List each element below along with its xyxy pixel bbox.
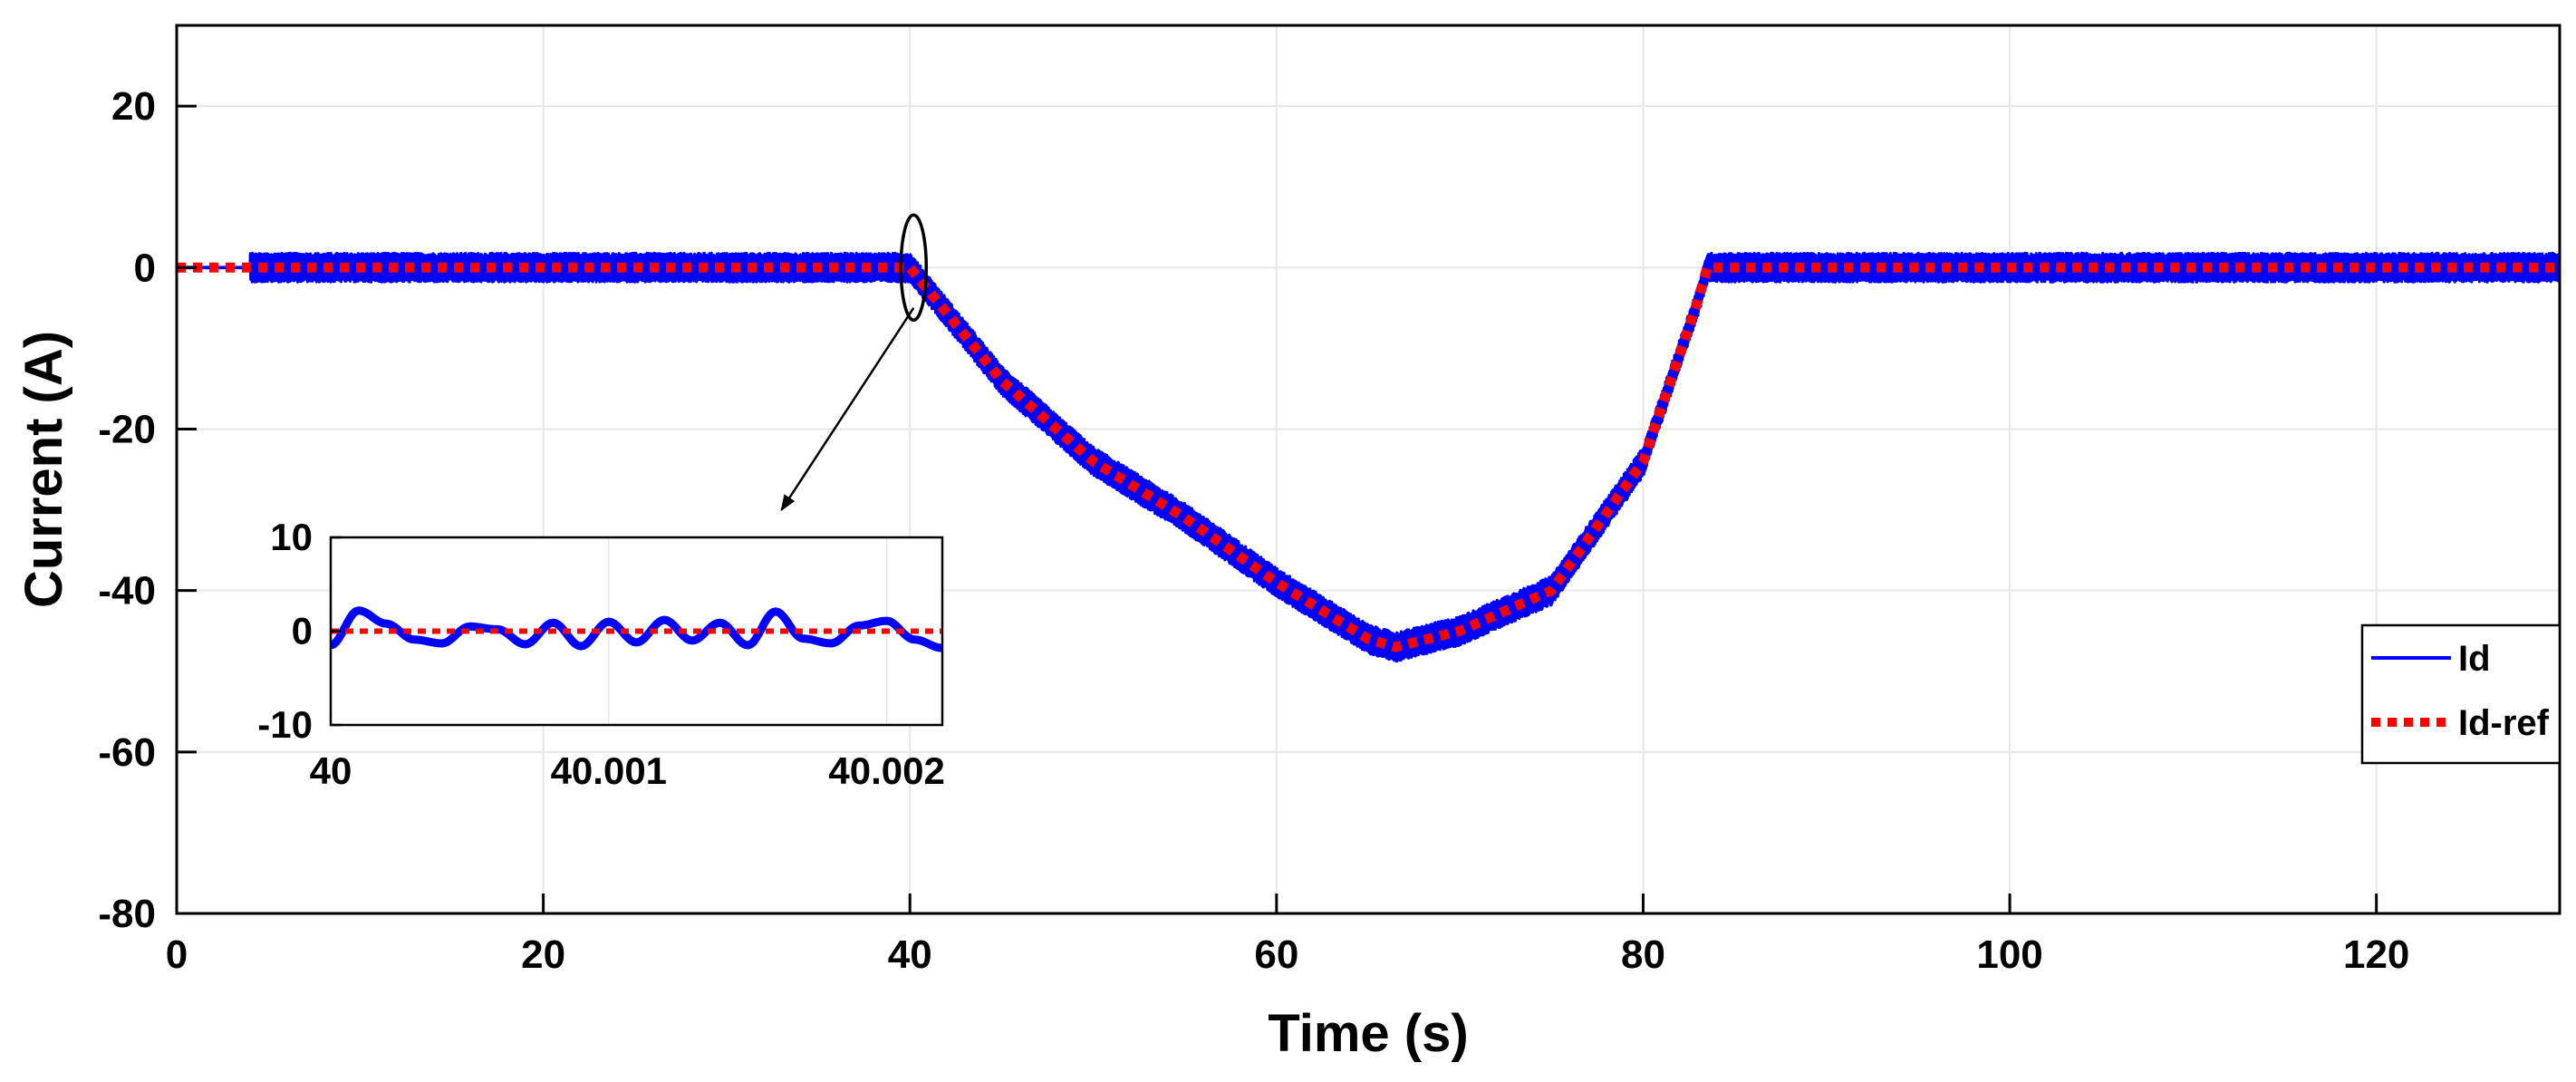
y-tick-label: -20 [98, 407, 156, 451]
y-tick-label: -80 [98, 892, 156, 936]
y-tick-label: -60 [98, 730, 156, 775]
x-axis-label: Time (s) [1268, 1004, 1468, 1063]
annotation-layer [780, 213, 929, 512]
y-tick-label: -40 [98, 569, 156, 613]
legend-label-id: Id [2458, 639, 2491, 679]
inset-y-tick-label: 0 [292, 610, 313, 652]
main-series [177, 251, 2560, 663]
plot-frame [175, 24, 2562, 915]
zoom-ellipse [899, 213, 929, 323]
inset-y-tick-label: 10 [270, 516, 313, 558]
inset-x-tick-label: 40.001 [551, 749, 667, 792]
x-tick-label: 20 [521, 932, 565, 977]
zoom-arrow [780, 307, 915, 512]
y-tick-label: 20 [111, 84, 156, 129]
legend: Id Id-ref [2360, 623, 2562, 765]
inset-y-tick-label: -10 [257, 703, 313, 746]
legend-label-id-ref: Id-ref [2458, 703, 2550, 743]
inset-series [331, 606, 942, 652]
series-id-ref-line [177, 262, 2560, 652]
y-axis-label: Current (A) [14, 331, 73, 608]
legend-box [2360, 623, 2562, 765]
inset-series-id-line [331, 606, 942, 652]
inset-x-tick-label: 40.002 [828, 749, 944, 792]
x-tick-label: 120 [2343, 932, 2409, 977]
x-tick-label: 60 [1254, 932, 1298, 977]
x-tick-label: 0 [166, 932, 188, 977]
x-tick-label: 100 [1976, 932, 2042, 977]
x-tick-label: 40 [888, 932, 932, 977]
x-tick-label: 80 [1621, 932, 1665, 977]
inset-ticks: 40 40.001 40.002 10 0 -10 [257, 516, 945, 792]
plot-area [177, 25, 2560, 913]
y-tick-label: 0 [134, 246, 156, 290]
inset-x-tick-label: 40 [310, 749, 352, 792]
